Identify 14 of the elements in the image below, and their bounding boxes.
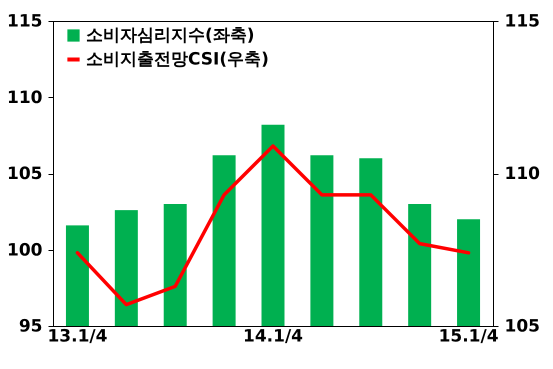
line-series [76,144,470,306]
y-tick-label: 95 [18,316,42,336]
y2-tick-label: 115 [504,12,540,32]
y-tick-label: 110 [7,88,43,108]
legend-label: 소비지출전망CSI(우축) [86,50,269,70]
y2-tick-label: 110 [504,164,540,184]
x-tick-label: 13.1/4 [47,326,108,346]
y-tick-label: 100 [7,240,43,260]
y2-tick-label: 105 [504,316,540,336]
legend-label: 소비자심리지수(좌축) [86,26,255,46]
y-tick-label: 105 [7,164,42,184]
x-tick-label: 14.1/4 [243,326,304,346]
y-tick-label: 115 [7,12,42,32]
x-tick-label: 15.1/4 [438,326,499,346]
